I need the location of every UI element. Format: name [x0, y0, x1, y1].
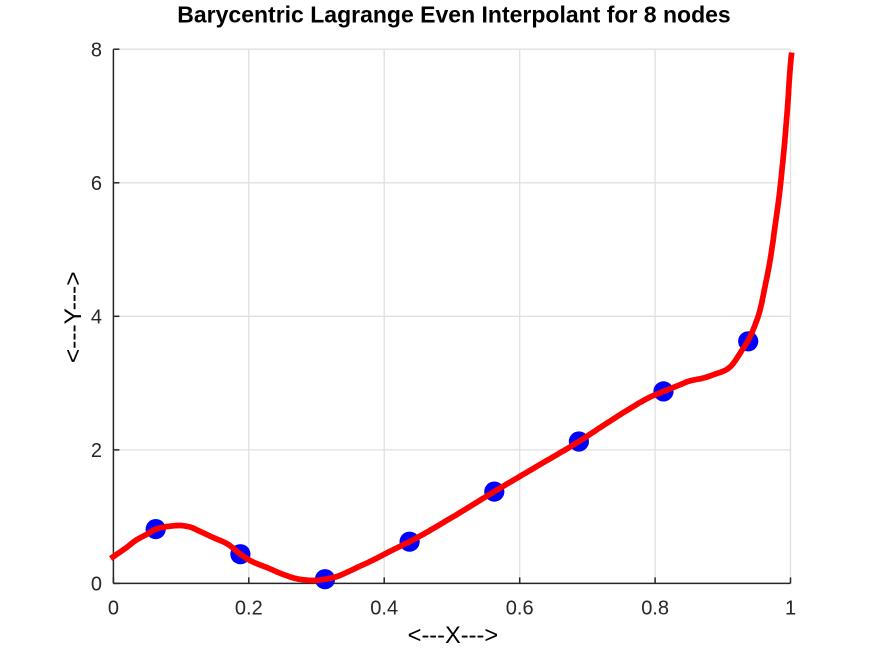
svg-text:<---X--->: <---X---> [408, 623, 498, 649]
svg-text:<---Y--->: <---Y---> [60, 271, 87, 363]
svg-text:0.4: 0.4 [370, 598, 398, 620]
svg-text:0: 0 [108, 598, 119, 620]
svg-text:1: 1 [785, 598, 796, 620]
svg-text:2: 2 [91, 440, 102, 462]
svg-text:8: 8 [91, 39, 102, 61]
svg-text:4: 4 [91, 307, 102, 329]
svg-text:Barycentric Lagrange Even Inte: Barycentric Lagrange Even Interpolant fo… [177, 2, 730, 28]
svg-text:0: 0 [91, 574, 102, 596]
svg-text:0.2: 0.2 [235, 598, 263, 620]
svg-text:6: 6 [91, 173, 102, 195]
svg-text:0.6: 0.6 [506, 598, 534, 620]
svg-text:0.8: 0.8 [641, 598, 669, 620]
